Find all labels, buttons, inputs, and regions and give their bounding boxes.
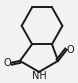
Text: O: O [67,45,74,55]
Text: NH: NH [32,71,46,81]
Text: O: O [4,58,11,68]
